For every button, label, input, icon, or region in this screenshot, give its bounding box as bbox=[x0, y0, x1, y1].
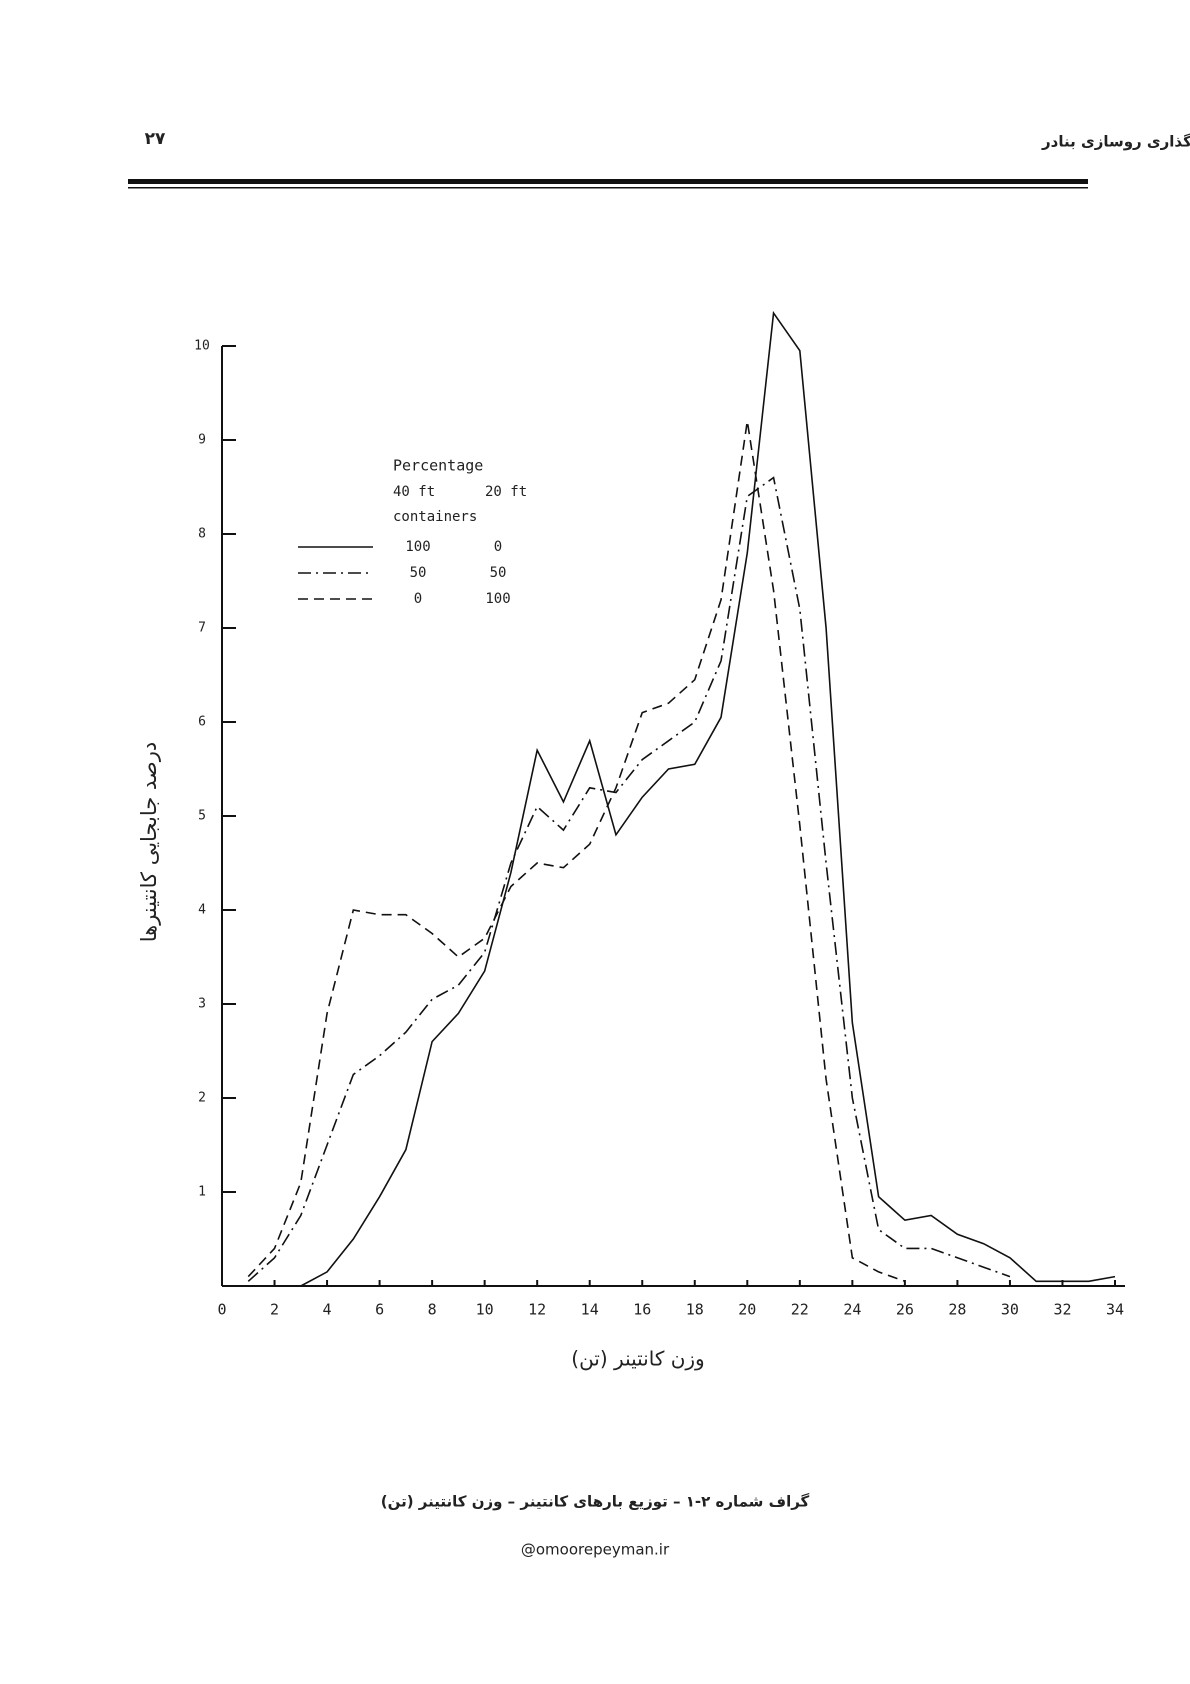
header-rule bbox=[128, 179, 1088, 184]
x-tick-label: 8 bbox=[428, 1301, 437, 1319]
watermark: @omoorepeyman.ir bbox=[521, 1541, 670, 1559]
y-tick-label: 7 bbox=[198, 621, 206, 636]
x-tick-label: 26 bbox=[896, 1301, 914, 1319]
legend-title: Percentage bbox=[393, 457, 483, 475]
legend-label: 0 bbox=[414, 591, 422, 607]
x-tick-label: 28 bbox=[948, 1301, 966, 1319]
x-tick-label: 6 bbox=[375, 1301, 384, 1319]
header-rule bbox=[128, 187, 1088, 189]
x-tick-label: 34 bbox=[1106, 1301, 1124, 1319]
data-line bbox=[300, 310, 1116, 1287]
y-axis-label: درصد جابجایی کانتینرها bbox=[137, 742, 161, 943]
x-tick-label: 14 bbox=[581, 1301, 599, 1319]
x-tick-label: 4 bbox=[323, 1301, 332, 1319]
y-tick-label: 6 bbox=[198, 715, 206, 730]
x-tick-label: 10 bbox=[476, 1301, 494, 1319]
page-number: ۲۷ bbox=[145, 129, 166, 149]
x-tick-label: 2 bbox=[270, 1301, 279, 1319]
x-tick-label: 20 bbox=[738, 1301, 756, 1319]
y-tick-label: 4 bbox=[198, 903, 206, 918]
y-tick-label: 9 bbox=[198, 433, 206, 448]
data-line bbox=[247, 421, 906, 1283]
y-tick-label: 3 bbox=[198, 997, 206, 1012]
x-tick-label: 30 bbox=[1001, 1301, 1019, 1319]
legend-column: 40 ft bbox=[393, 484, 435, 500]
legend-label: 50 bbox=[490, 565, 507, 581]
figure-caption: گراف شماره ۲-۱ – توزیع بارهای کانتینر – … bbox=[381, 1493, 810, 1511]
x-tick-label: 18 bbox=[686, 1301, 704, 1319]
legend-label: 0 bbox=[494, 539, 502, 555]
legend-label: 50 bbox=[410, 565, 427, 581]
x-tick-label: 16 bbox=[633, 1301, 651, 1319]
legend-label: 100 bbox=[485, 591, 510, 607]
x-tick-label: 22 bbox=[791, 1301, 809, 1319]
x-tick-label: 0 bbox=[217, 1301, 226, 1319]
y-tick-label: 2 bbox=[198, 1091, 206, 1106]
data-line bbox=[247, 476, 1011, 1282]
x-axis-label: وزن کانتینر (تن) bbox=[571, 1347, 704, 1371]
legend-subtitle: containers bbox=[393, 509, 477, 525]
legend-label: 100 bbox=[405, 539, 430, 555]
x-tick-label: 12 bbox=[528, 1301, 546, 1319]
x-tick-label: 32 bbox=[1053, 1301, 1071, 1319]
legend-column: 20 ft bbox=[485, 484, 527, 500]
x-tick-label: 24 bbox=[843, 1301, 861, 1319]
y-tick-label: 1 bbox=[198, 1185, 206, 1200]
y-tick-label: 10 bbox=[194, 339, 210, 354]
page-header: فصل دوم ـ بارگذاری روسازی بنادر bbox=[1041, 133, 1190, 151]
y-tick-label: 8 bbox=[198, 527, 206, 542]
y-tick-label: 5 bbox=[198, 809, 206, 824]
